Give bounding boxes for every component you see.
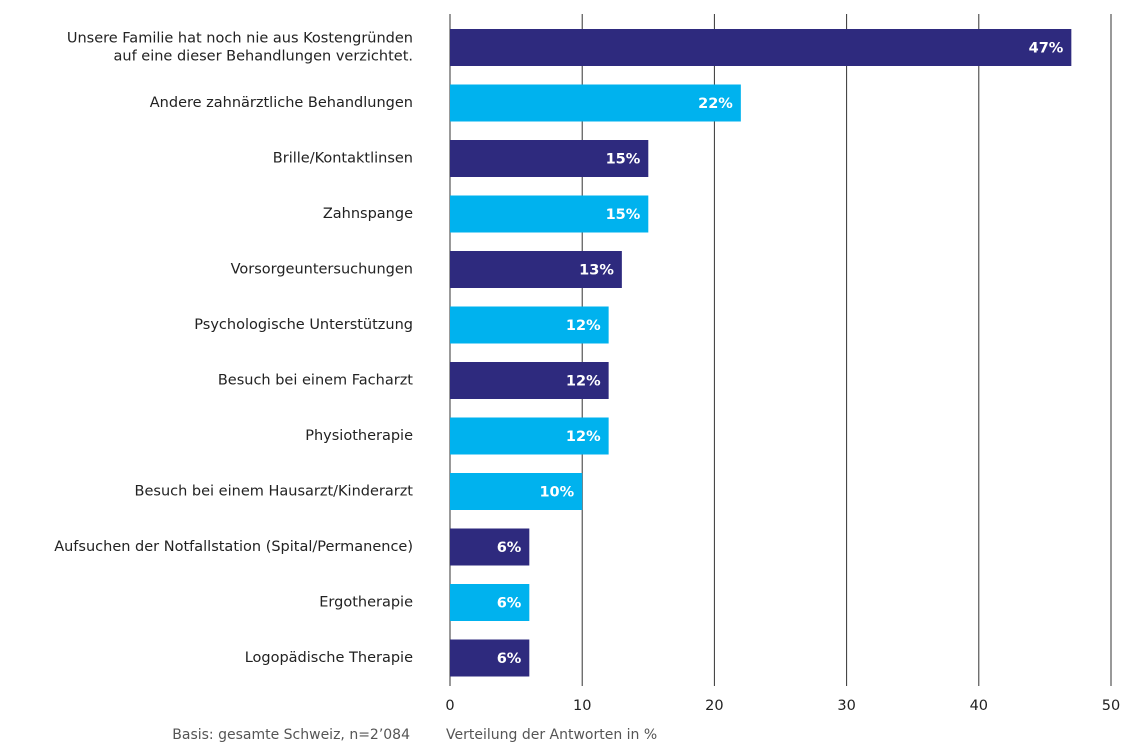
value-label: 47% (1029, 41, 1064, 57)
y-tick-label: Andere zahnärztliche Behandlungen (150, 95, 413, 111)
y-tick-label: Aufsuchen der Notfallstation (Spital/Per… (54, 539, 413, 555)
x-tick-label: 10 (573, 698, 591, 714)
x-tick-label: 0 (445, 698, 454, 714)
value-label: 12% (566, 318, 601, 334)
value-label: 12% (566, 374, 601, 390)
x-tick-label: 20 (705, 698, 723, 714)
value-label: 15% (606, 152, 641, 168)
y-tick-label: Unsere Familie hat noch nie aus Kostengr… (67, 31, 413, 65)
bar (450, 251, 622, 288)
bar (450, 639, 530, 677)
x-tick-label: 30 (837, 698, 855, 714)
bar (450, 584, 530, 621)
y-tick-label: Ergotherapie (319, 595, 413, 611)
y-tick-label: Besuch bei einem Facharzt (218, 373, 413, 389)
y-tick-label: Besuch bei einem Hausarzt/Kinderarzt (135, 484, 414, 500)
bar (450, 140, 649, 177)
value-label: 13% (579, 263, 614, 279)
value-label: 10% (539, 485, 574, 501)
value-label: 15% (606, 207, 641, 223)
bar (450, 84, 741, 122)
value-label: 6% (497, 540, 522, 556)
y-tick-label: Physiotherapie (305, 428, 413, 444)
value-label: 6% (497, 651, 522, 667)
x-tick-label: 50 (1102, 698, 1120, 714)
y-tick-label: Logopädische Therapie (245, 650, 413, 666)
x-axis-label: Verteilung der Antworten in % (446, 727, 657, 743)
bar (450, 29, 1072, 66)
y-tick-label: Zahnspange (323, 206, 413, 222)
value-label: 22% (698, 96, 733, 112)
bar (450, 417, 609, 455)
bar (450, 528, 530, 566)
bar (450, 362, 609, 399)
value-label: 12% (566, 429, 601, 445)
value-label: 6% (497, 596, 522, 612)
y-tick-label: Brille/Kontaktlinsen (273, 151, 413, 167)
bar (450, 473, 583, 510)
note: Basis: gesamte Schweiz, n=2’084 (172, 727, 410, 743)
bar (450, 195, 649, 233)
x-tick-label: 40 (970, 698, 988, 714)
y-tick-label: Psychologische Unterstützung (194, 317, 413, 333)
bar (450, 306, 609, 344)
y-tick-label: Vorsorgeuntersuchungen (231, 262, 413, 278)
